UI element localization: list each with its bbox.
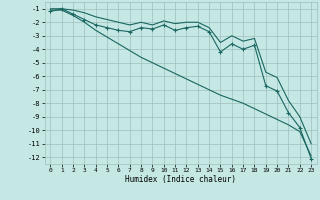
X-axis label: Humidex (Indice chaleur): Humidex (Indice chaleur): [125, 175, 236, 184]
